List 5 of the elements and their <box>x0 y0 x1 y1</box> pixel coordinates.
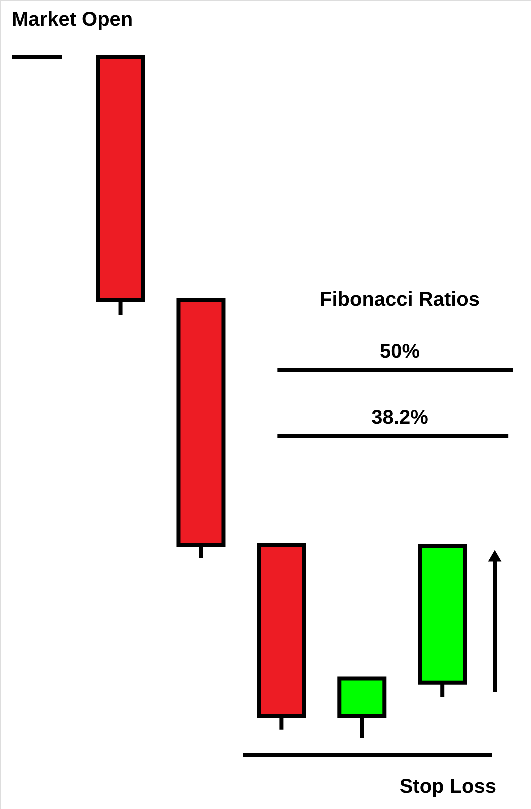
annotation: Fibonacci Ratios <box>320 289 480 311</box>
annotation: 38.2% <box>372 407 429 429</box>
annotation: 50% <box>380 341 420 363</box>
text: Market Open <box>12 9 134 31</box>
ref-line-label: Stop Loss <box>400 776 497 798</box>
